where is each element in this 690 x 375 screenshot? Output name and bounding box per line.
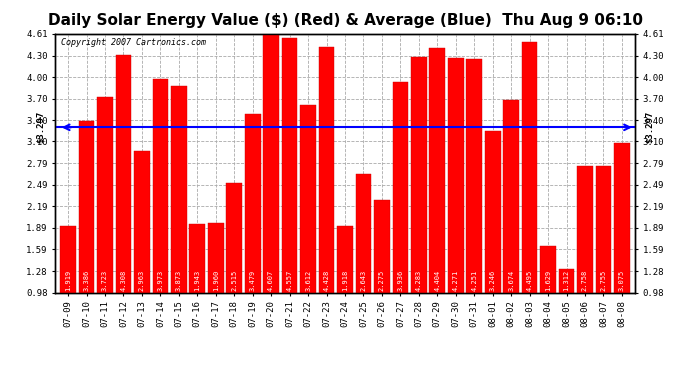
Bar <box>374 200 390 292</box>
Text: 2.515: 2.515 <box>231 270 237 291</box>
Bar <box>134 151 150 292</box>
Text: 1.312: 1.312 <box>564 270 569 291</box>
Bar <box>559 269 574 292</box>
Bar <box>190 224 205 292</box>
Text: 3.075: 3.075 <box>619 270 625 291</box>
Text: 4.283: 4.283 <box>416 270 422 291</box>
Text: 3.612: 3.612 <box>305 270 311 291</box>
Text: 4.404: 4.404 <box>434 270 440 291</box>
Text: 3.973: 3.973 <box>157 270 164 291</box>
Bar <box>595 166 611 292</box>
Text: 1.629: 1.629 <box>545 270 551 291</box>
Text: Daily Solar Energy Value ($) (Red) & Average (Blue)  Thu Aug 9 06:10: Daily Solar Energy Value ($) (Red) & Ave… <box>48 13 642 28</box>
Bar <box>466 59 482 292</box>
Text: 3.873: 3.873 <box>176 270 182 291</box>
Bar <box>503 100 519 292</box>
Bar <box>208 223 224 292</box>
Bar <box>355 174 371 292</box>
Text: $3.297: $3.297 <box>645 111 654 144</box>
Bar <box>97 97 113 292</box>
Bar <box>300 105 316 292</box>
Bar <box>152 79 168 292</box>
Text: 3.386: 3.386 <box>83 270 90 291</box>
Bar <box>411 57 426 292</box>
Text: 4.271: 4.271 <box>453 270 459 291</box>
Text: 2.758: 2.758 <box>582 270 588 291</box>
Text: 4.607: 4.607 <box>268 270 274 291</box>
Bar <box>245 114 261 292</box>
Bar <box>485 131 500 292</box>
Text: 3.723: 3.723 <box>102 270 108 291</box>
Bar <box>540 246 556 292</box>
Text: 2.755: 2.755 <box>600 270 607 291</box>
Text: 1.919: 1.919 <box>65 270 71 291</box>
Bar <box>116 55 131 292</box>
Bar <box>171 86 187 292</box>
Bar <box>429 48 445 292</box>
Bar <box>319 47 335 292</box>
Text: Copyright 2007 Cartronics.com: Copyright 2007 Cartronics.com <box>61 38 206 46</box>
Bar <box>264 34 279 292</box>
Text: $3.297: $3.297 <box>36 111 45 144</box>
Text: 4.557: 4.557 <box>286 270 293 291</box>
Bar <box>226 183 242 292</box>
Bar <box>448 58 464 292</box>
Text: 3.936: 3.936 <box>397 270 404 291</box>
Text: 3.674: 3.674 <box>508 270 514 291</box>
Text: 2.643: 2.643 <box>360 270 366 291</box>
Text: 4.428: 4.428 <box>324 270 330 291</box>
Text: 4.308: 4.308 <box>121 270 126 291</box>
Bar <box>614 143 630 292</box>
Text: 1.943: 1.943 <box>195 270 200 291</box>
Text: 1.960: 1.960 <box>213 270 219 291</box>
Bar <box>393 82 408 292</box>
Bar <box>522 42 538 292</box>
Text: 3.246: 3.246 <box>490 270 495 291</box>
Text: 4.495: 4.495 <box>526 270 533 291</box>
Text: 2.963: 2.963 <box>139 270 145 291</box>
Text: 3.479: 3.479 <box>250 270 256 291</box>
Text: 2.275: 2.275 <box>379 270 385 291</box>
Text: 4.251: 4.251 <box>471 270 477 291</box>
Bar <box>282 38 297 292</box>
Bar <box>577 166 593 292</box>
Bar <box>79 121 95 292</box>
Text: 1.918: 1.918 <box>342 270 348 291</box>
Bar <box>337 226 353 292</box>
Bar <box>60 226 76 292</box>
